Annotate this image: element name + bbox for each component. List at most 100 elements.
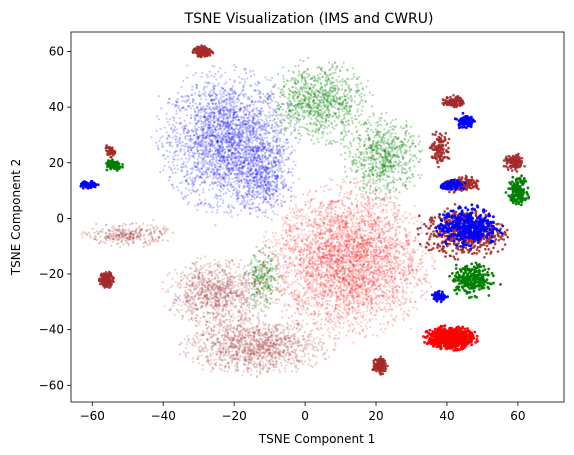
scatter-point	[208, 95, 211, 98]
scatter-point	[335, 84, 338, 87]
scatter-point	[244, 123, 247, 126]
scatter-point	[208, 118, 211, 121]
scatter-point	[324, 79, 327, 82]
scatter-point	[258, 133, 262, 136]
scatter-point	[220, 96, 223, 99]
scatter-point	[191, 168, 194, 171]
scatter-point	[366, 118, 369, 122]
scatter-point	[371, 163, 374, 166]
scatter-point	[260, 139, 263, 142]
scatter-point	[348, 97, 351, 100]
scatter-point	[306, 109, 309, 112]
scatter-point	[220, 108, 223, 111]
scatter-point	[180, 144, 183, 147]
scatter-point	[244, 120, 247, 123]
scatter-point	[247, 156, 250, 159]
scatter-point	[187, 130, 190, 133]
scatter-point	[234, 122, 237, 125]
scatter-point	[267, 167, 270, 170]
scatter-point	[316, 106, 319, 109]
scatter-point	[185, 114, 188, 117]
scatter-point	[175, 144, 179, 147]
scatter-point	[266, 93, 269, 96]
scatter-point	[233, 133, 236, 136]
scatter-point	[398, 161, 401, 164]
scatter-point	[297, 141, 300, 144]
scatter-point	[420, 149, 423, 152]
scatter-point	[353, 182, 356, 185]
scatter-point	[208, 188, 211, 191]
scatter-point	[213, 173, 216, 176]
scatter-point	[264, 175, 267, 178]
scatter-point	[342, 61, 345, 64]
scatter-point	[198, 175, 202, 179]
scatter-point	[168, 166, 171, 169]
scatter-point	[227, 153, 230, 156]
scatter-point	[227, 121, 230, 125]
scatter-point	[201, 127, 204, 130]
scatter-point	[278, 140, 282, 143]
scatter-point	[236, 157, 239, 160]
scatter-point	[163, 126, 166, 129]
scatter-point	[241, 139, 244, 142]
scatter-point	[234, 159, 237, 162]
scatter-point	[323, 84, 326, 87]
scatter-point	[280, 181, 283, 184]
scatter-point	[244, 180, 247, 184]
scatter-point	[253, 183, 256, 186]
scatter-point	[253, 256, 256, 260]
scatter-point	[194, 110, 197, 113]
scatter-point	[238, 81, 241, 84]
scatter-point	[365, 156, 368, 159]
scatter-point	[173, 158, 176, 161]
scatter-point	[237, 159, 240, 162]
scatter-point	[360, 163, 363, 166]
scatter-point	[366, 147, 369, 150]
scatter-point	[258, 158, 262, 161]
scatter-point	[333, 95, 336, 98]
scatter-point	[258, 81, 261, 84]
scatter-point	[411, 139, 414, 142]
scatter-point	[341, 96, 344, 99]
scatter-point	[292, 97, 295, 100]
scatter-point	[211, 177, 214, 180]
scatter-point	[201, 158, 204, 161]
scatter-point	[355, 148, 358, 151]
scatter-point	[392, 176, 395, 179]
scatter-point	[197, 93, 200, 96]
scatter-point	[155, 141, 158, 144]
scatter-point	[254, 82, 257, 86]
scatter-point	[218, 126, 221, 130]
scatter-point	[264, 297, 267, 300]
scatter-point	[269, 79, 272, 82]
scatter-point	[397, 149, 400, 152]
scatter-point	[204, 149, 207, 152]
scatter-point	[229, 120, 232, 123]
scatter-point	[261, 128, 264, 131]
scatter-point	[409, 157, 412, 160]
scatter-point	[182, 163, 185, 166]
scatter-point	[196, 146, 199, 149]
scatter-point	[384, 166, 388, 170]
scatter-point	[272, 86, 275, 89]
scatter-point	[229, 147, 232, 150]
scatter-point	[293, 99, 296, 102]
scatter-point	[240, 77, 243, 80]
scatter-point	[397, 171, 400, 174]
scatter-point	[220, 155, 223, 158]
scatter-point	[193, 156, 196, 159]
scatter-point	[259, 158, 262, 161]
scatter-point	[328, 73, 331, 76]
scatter-point	[294, 91, 298, 94]
scatter-point	[258, 266, 261, 269]
scatter-point	[256, 178, 259, 181]
scatter-point	[210, 158, 213, 161]
scatter-point	[221, 146, 224, 150]
scatter-point	[219, 176, 222, 179]
scatter-point	[395, 138, 398, 141]
scatter-point	[189, 172, 192, 175]
scatter-point	[178, 136, 181, 139]
scatter-point	[259, 111, 262, 114]
scatter-point	[362, 187, 365, 190]
scatter-point	[293, 149, 296, 152]
